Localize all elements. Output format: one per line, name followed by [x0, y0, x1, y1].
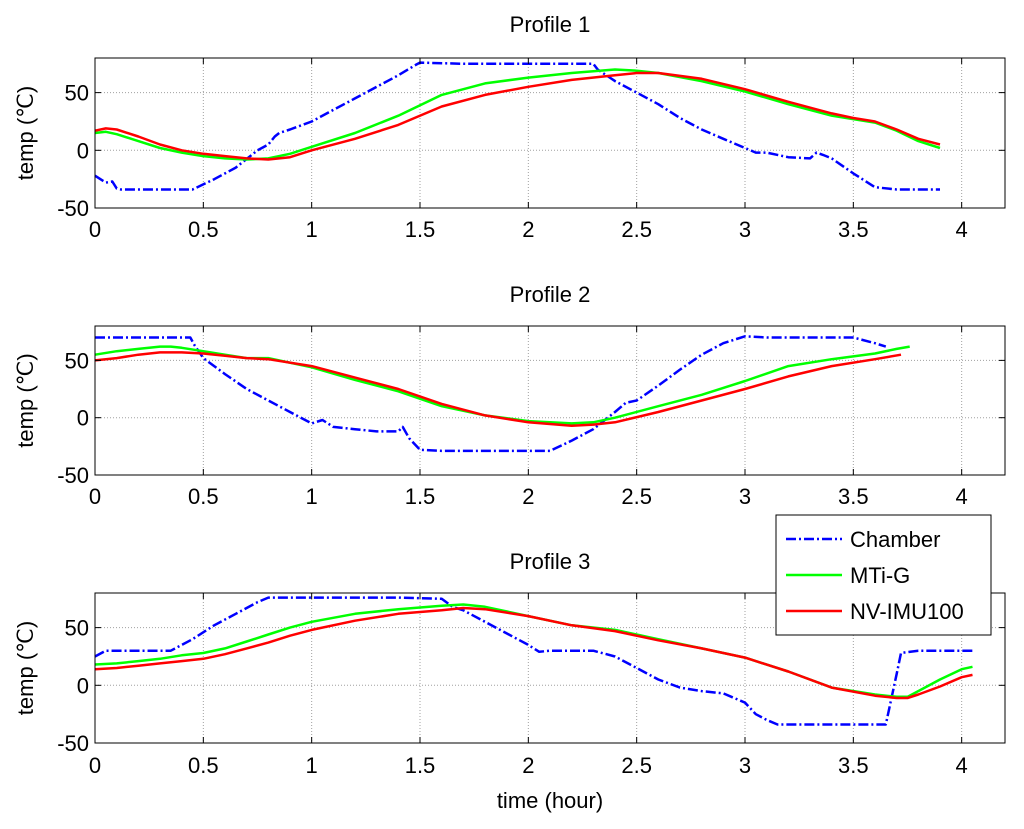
profile-3-x-tick-label: 1 — [306, 753, 318, 778]
profile-1-y-tick-label: 0 — [77, 138, 89, 163]
profile-2-x-tick-label: 3 — [739, 484, 751, 509]
profile-3-series-nv-imu100 — [94, 606, 973, 700]
profile-2-x-tick-label: 2 — [522, 484, 534, 509]
profile-3-y-axis-label: temp (℃) — [13, 621, 38, 715]
profile-1-y-tick-label: 50 — [65, 81, 89, 106]
profile-2-series-nv-imu100 — [94, 351, 902, 427]
profile-2-x-tick-label: 0.5 — [188, 484, 219, 509]
profile-3-series-chamber — [94, 596, 973, 726]
profile-1-series-mti-g — [94, 68, 941, 161]
profile-3-x-tick-label: 0.5 — [188, 753, 219, 778]
profile-1-x-tick-label: 3 — [739, 217, 751, 242]
profile-2-x-tick-label: 0 — [89, 484, 101, 509]
profile-3-y-tick-label: 50 — [65, 616, 89, 641]
legend-label: NV-IMU100 — [850, 599, 964, 624]
profile-2-series-mti-g — [94, 345, 910, 425]
profile-2-series-chamber — [95, 335, 887, 453]
profile-3-y-tick-label: 0 — [77, 673, 89, 698]
profile-1-y-tick-label: -50 — [57, 196, 89, 221]
profile-2-axes-box — [94, 325, 1006, 476]
profile-2-x-tick-label: 4 — [956, 484, 968, 509]
profile-3-title: Profile 3 — [510, 549, 591, 574]
profile-2-y-tick-label: 0 — [77, 406, 89, 431]
profile-3-x-tick-label: 4 — [956, 753, 968, 778]
profile-3-x-tick-label: 3.5 — [838, 753, 869, 778]
profile-2-x-tick-label: 1.5 — [405, 484, 436, 509]
profile-1-series-chamber — [94, 61, 940, 191]
profile-3-x-tick-label: 2 — [522, 753, 534, 778]
profile-2-x-tick-label: 2.5 — [621, 484, 652, 509]
profile-3-x-axis-label: time (hour) — [497, 788, 603, 813]
profile-2-y-tick-label: 50 — [65, 348, 89, 373]
profile-2-y-tick-label: -50 — [57, 463, 89, 488]
profile-3-x-tick-label: 1.5 — [405, 753, 436, 778]
profile-3-x-tick-label: 0 — [89, 753, 101, 778]
profile-1-y-axis-label: temp (℃) — [13, 86, 38, 180]
profile-1-series-nv-imu100 — [94, 71, 941, 161]
legend-label: MTi-G — [850, 563, 910, 588]
legend-label: Chamber — [850, 527, 940, 552]
profile-1-x-tick-label: 4 — [956, 217, 968, 242]
profile-3-axes-box — [94, 592, 1006, 744]
profile-1-title: Profile 1 — [510, 12, 591, 37]
profile-2-x-tick-label: 1 — [306, 484, 318, 509]
profile-3-y-tick-label: -50 — [57, 731, 89, 756]
profile-1-x-tick-label: 0.5 — [188, 217, 219, 242]
profile-1-x-tick-label: 1.5 — [405, 217, 436, 242]
profile-3-x-tick-label: 2.5 — [621, 753, 652, 778]
profile-2-y-axis-label: temp (℃) — [13, 353, 38, 447]
profile-2-title: Profile 2 — [510, 282, 591, 307]
profile-1-x-tick-label: 2 — [522, 217, 534, 242]
profile-1-x-tick-label: 1 — [306, 217, 318, 242]
profile-2-x-tick-label: 3.5 — [838, 484, 869, 509]
profile-3-x-tick-label: 3 — [739, 753, 751, 778]
profile-1-axes-box — [94, 57, 1006, 209]
profile-1-x-tick-label: 0 — [89, 217, 101, 242]
profile-1-x-tick-label: 3.5 — [838, 217, 869, 242]
profile-1-x-tick-label: 2.5 — [621, 217, 652, 242]
